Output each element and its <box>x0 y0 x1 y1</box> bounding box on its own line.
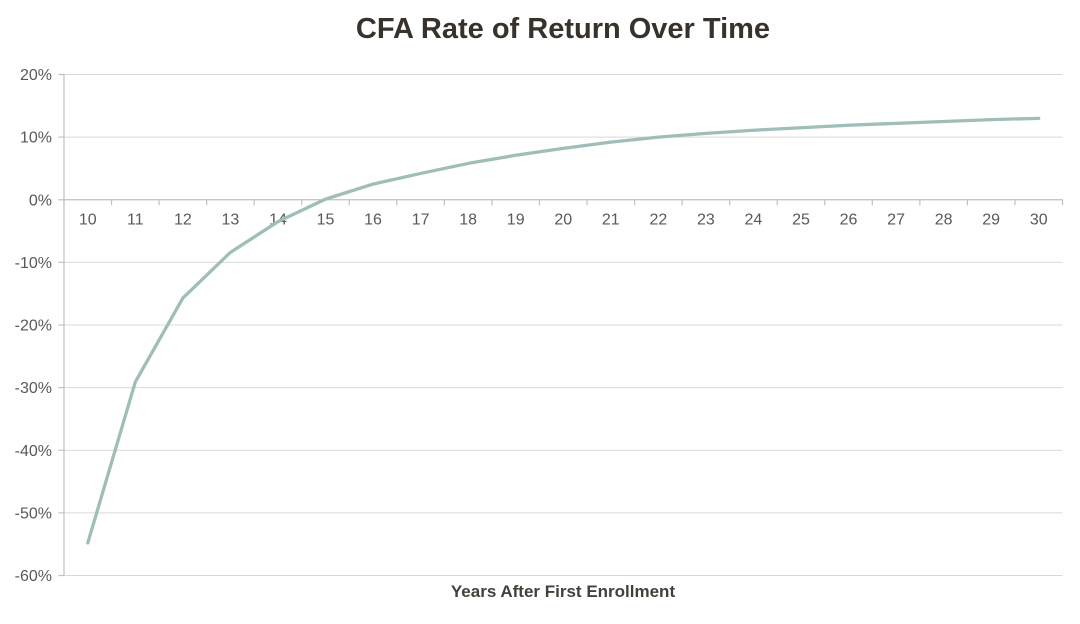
y-tick-label: -10% <box>15 255 52 272</box>
x-tick-label: 29 <box>982 211 1000 228</box>
x-tick-label: 21 <box>602 211 620 228</box>
y-tick-label: -50% <box>15 505 52 522</box>
x-tick-label: 10 <box>79 211 97 228</box>
x-tick-label: 27 <box>887 211 905 228</box>
x-tick-label: 13 <box>222 211 240 228</box>
x-tick-label: 28 <box>935 211 953 228</box>
y-tick-label: -60% <box>15 568 52 585</box>
x-tick-label: 18 <box>459 211 477 228</box>
x-tick-label: 20 <box>554 211 572 228</box>
x-axis-title: Years After First Enrollment <box>450 582 676 601</box>
series-line <box>86 116 1041 545</box>
y-tick-label: -40% <box>15 443 52 460</box>
x-tick-label: 12 <box>174 211 192 228</box>
x-tick-label: 26 <box>840 211 858 228</box>
x-tick-label: 24 <box>745 211 763 228</box>
y-tick-label: 20% <box>20 67 52 84</box>
x-tick-label: 19 <box>507 211 525 228</box>
x-tick-label: 11 <box>127 211 144 228</box>
chart-title: CFA Rate of Return Over Time <box>355 13 771 45</box>
y-tick-label: -30% <box>15 380 52 397</box>
x-tick-label: 30 <box>1030 211 1048 228</box>
x-tick-label: 15 <box>317 211 335 228</box>
x-tick-label: 17 <box>412 211 430 228</box>
x-tick-label: 23 <box>697 211 715 228</box>
y-tick-label: -20% <box>15 318 52 335</box>
y-tick-label: 10% <box>20 130 52 147</box>
x-tick-label: 25 <box>792 211 810 228</box>
y-tick-label: 0% <box>29 192 52 209</box>
x-tick-label: 22 <box>649 211 667 228</box>
x-tick-label: 16 <box>364 211 382 228</box>
